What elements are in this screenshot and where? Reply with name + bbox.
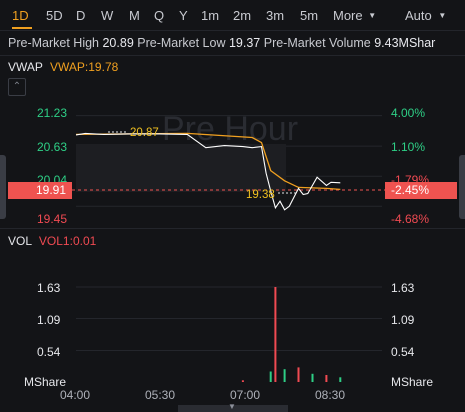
volume-bar [283,369,286,382]
x-axis-tick: 08:30 [315,388,346,402]
pre-hour-watermark: Pre Hour [162,110,298,148]
time-scroll-handle[interactable]: ▼ [178,402,288,412]
vwap-series-line [75,132,341,191]
vwap-indicator-value: VWAP:19.78 [50,60,119,74]
right-panel-handle[interactable] [459,155,465,219]
volume-level-label: 1.63 [391,281,415,295]
current-price-value: 19.91 [36,183,67,197]
caret-down-icon: ▼ [438,11,447,20]
vol-indicator-name: VOL [8,234,32,248]
volume-bar [297,367,300,382]
chevron-up-icon: ⌃ [12,81,22,92]
left-panel-handle[interactable] [0,155,6,219]
volume-grid [76,286,382,352]
price-series-line [75,132,341,211]
price-level-label: 21.23 [37,106,68,120]
volume-bar [274,287,277,382]
premarket-stats: Pre-Market High 20.89 Pre-Market Low 19.… [8,36,435,50]
tab-q[interactable]: Q [154,8,165,23]
volume-indicator-header[interactable]: VOL VOL1:0.01 [8,234,96,248]
volume-unit-label: MShare [391,375,434,389]
volume-unit-label: MShare [24,375,67,389]
current-price-tag: 19.91 [8,182,72,199]
percent-level-label: -4.68% [391,212,430,226]
active-tab-underline [12,27,32,29]
tab-2m[interactable]: 2m [233,8,252,23]
volume-bar [241,380,244,382]
collapse-indicator-button[interactable]: ⌃ [8,78,26,96]
tab-5m[interactable]: 5m [300,8,319,23]
price-level-label: 19.45 [37,212,68,226]
volume-level-label: 1.09 [391,313,415,327]
caret-down-icon: ▼ [368,11,377,20]
premarket-volume-value: 9.43MShar [374,36,436,50]
low-marker-label: 19.38 [246,189,275,201]
divider [0,30,465,31]
divider [0,55,465,56]
volume-level-label: 1.63 [37,281,61,295]
tab-1m[interactable]: 1m [201,8,220,23]
more-label: More [333,8,363,23]
more-menu[interactable]: More ▼ [333,8,376,23]
premarket-volume-label: Pre-Market Volume [263,36,371,50]
vol-indicator-value: VOL1:0.01 [38,234,97,248]
panel-divider [0,228,465,229]
volume-bar [325,375,328,382]
volume-level-label: 0.54 [391,345,415,359]
percent-level-label: 1.10% [391,140,426,154]
premarket-high-label: Pre-Market High [8,36,99,50]
volume-level-label: 0.54 [37,345,61,359]
x-axis-tick: 07:00 [230,388,261,402]
price-indicator-header[interactable]: VWAP VWAP:19.78 [8,60,118,74]
premarket-low-value: 19.37 [228,36,261,50]
tab-m[interactable]: M [129,8,140,23]
volume-bar [311,373,314,382]
current-percent-tag: -2.45% [385,182,457,199]
tab-y[interactable]: Y [179,8,188,23]
tab-d[interactable]: D [76,8,86,23]
timeframe-bar: 1D 5D D W M Q Y 1m 2m 3m 5m More ▼ Auto … [0,0,465,30]
auto-dropdown[interactable]: Auto ▼ [405,8,446,23]
vwap-indicator-name: VWAP [8,60,43,74]
tab-3m[interactable]: 3m [266,8,285,23]
tab-w[interactable]: W [101,8,114,23]
high-marker-label: 20.87 [130,127,159,139]
price-area-shade [76,144,286,192]
volume-bar [269,371,272,382]
current-percent-value: -2.45% [391,183,430,197]
volume-bars [241,287,342,382]
volume-bar [339,377,342,382]
price-level-label: 20.63 [37,140,68,154]
volume-level-label: 1.09 [37,313,61,327]
x-axis-tick: 05:30 [145,388,176,402]
tab-5d[interactable]: 5D [46,8,63,23]
percent-level-label: 4.00% [391,106,426,120]
caret-down-icon: ▼ [228,402,236,411]
x-axis-tick: 04:00 [60,388,91,402]
premarket-low-label: Pre-Market Low [137,36,226,50]
premarket-high-value: 20.89 [102,36,134,50]
auto-label: Auto [405,8,432,23]
tab-1d[interactable]: 1D [12,8,29,23]
